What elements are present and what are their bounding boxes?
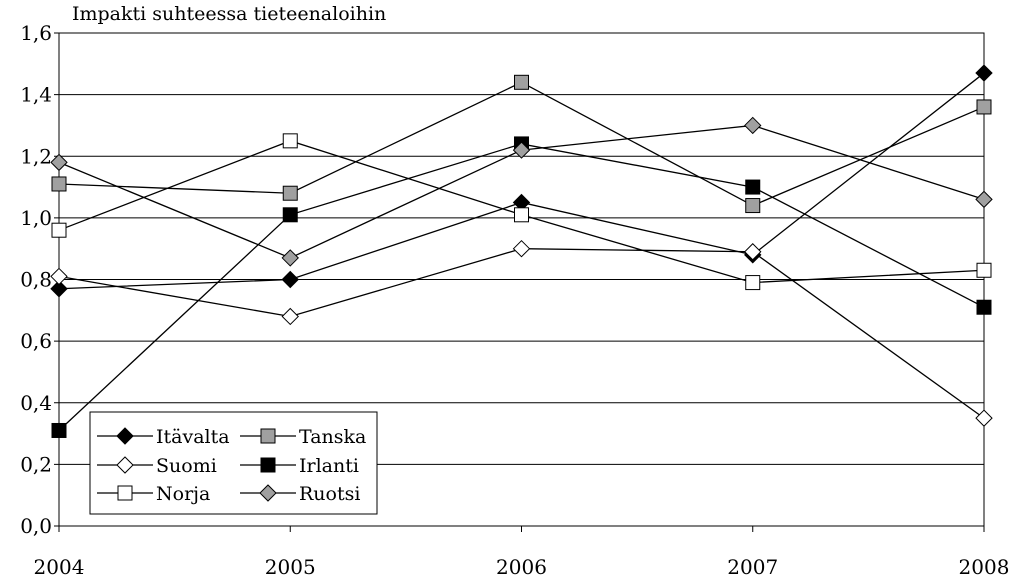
- series-it-valta-point: [975, 64, 993, 82]
- series-irlanti-point: [282, 207, 298, 223]
- series-irlanti-line: [58, 143, 985, 431]
- series-ruotsi: [50, 116, 993, 267]
- series-suomi-point: [281, 307, 299, 326]
- series-irlanti-point: [976, 299, 992, 315]
- y-tick-label: 0,6: [20, 329, 52, 353]
- series-irlanti: [51, 136, 992, 438]
- series-suomi: [50, 239, 993, 427]
- series-tanska: [51, 74, 992, 214]
- x-tick-label: 2005: [265, 555, 316, 578]
- series-suomi-point: [50, 267, 68, 286]
- series-suomi-point: [975, 409, 993, 427]
- chart-title: Impakti suhteessa tieteenaloihin: [72, 3, 386, 25]
- legend-tanska: Tanska: [240, 426, 366, 448]
- legend: Itävalta Tanska Suomi Irlanti Norja Ruotsi: [89, 411, 378, 515]
- legend-norja-label: Norja: [156, 483, 210, 505]
- series-irlanti-point: [51, 422, 67, 438]
- y-tick-label: 0,0: [20, 514, 52, 538]
- x-tick-label: 2006: [496, 555, 547, 578]
- y-tick-label: 0,4: [20, 391, 52, 415]
- legend-it-valta-label: Itävalta: [156, 426, 230, 448]
- series-ruotsi-point: [50, 153, 68, 172]
- legend-irlanti-marker: [260, 457, 276, 473]
- series-irlanti-point: [745, 179, 761, 195]
- y-tick-label: 1,2: [20, 144, 52, 168]
- legend-ruotsi: Ruotsi: [240, 483, 360, 505]
- series-suomi-line: [58, 248, 985, 419]
- series-norja-point: [51, 222, 67, 238]
- y-tick-label: 1,0: [20, 206, 52, 230]
- series-ruotsi-point: [512, 141, 531, 159]
- series-it-valta-point: [50, 280, 68, 298]
- legend-norja: Norja: [97, 483, 210, 505]
- series-norja: [51, 133, 992, 291]
- legend-irlanti-label: Irlanti: [299, 455, 359, 477]
- legend-ruotsi-marker: [259, 484, 277, 502]
- x-tick-label: 2007: [727, 555, 778, 578]
- series-ruotsi-point: [744, 116, 762, 135]
- series-tanska-point: [514, 74, 529, 90]
- series-norja-point: [514, 207, 529, 223]
- y-tick-label: 1,6: [20, 21, 52, 45]
- series-suomi-point: [512, 239, 531, 258]
- legend-irlanti: Irlanti: [240, 455, 359, 477]
- y-tick-label: 0,8: [20, 268, 52, 292]
- legend-suomi: Suomi: [97, 455, 217, 477]
- axes: 0,0 0,2 0,4 0,6 0,8 1,0 1,2 1,4 1,6 2004 2005 2006 2…: [20, 21, 1009, 578]
- series-norja-point: [282, 133, 298, 149]
- series-tanska-point: [745, 198, 761, 214]
- series-tanska-point: [51, 176, 67, 192]
- series-tanska-point: [282, 185, 298, 201]
- series-ruotsi-point: [281, 249, 299, 267]
- x-tick-label: 2004: [34, 555, 85, 578]
- legend-suomi-label: Suomi: [156, 455, 217, 477]
- x-tick-label: 2008: [959, 555, 1010, 578]
- legend-it-valta: Itävalta: [97, 426, 230, 448]
- legend-tanska-marker: [260, 428, 276, 444]
- y-tick-label: 0,2: [20, 452, 52, 476]
- series-norja-point: [976, 262, 992, 278]
- series-it-valta: [50, 64, 993, 298]
- series-tanska-point: [976, 99, 992, 115]
- series-norja-point: [745, 275, 761, 291]
- series-group: [50, 64, 993, 438]
- y-tick-label: 1,4: [20, 83, 52, 107]
- legend-ruotsi-label: Ruotsi: [299, 483, 360, 505]
- series-it-valta-point: [281, 270, 299, 289]
- series-ruotsi-point: [975, 190, 993, 209]
- legend-it-valta-marker: [116, 427, 134, 445]
- legend-tanska-label: Tanska: [299, 426, 366, 448]
- legend-box: [89, 411, 378, 515]
- legend-suomi-marker: [116, 456, 134, 474]
- legend-norja-marker: [117, 485, 133, 501]
- series-suomi-point: [744, 243, 762, 261]
